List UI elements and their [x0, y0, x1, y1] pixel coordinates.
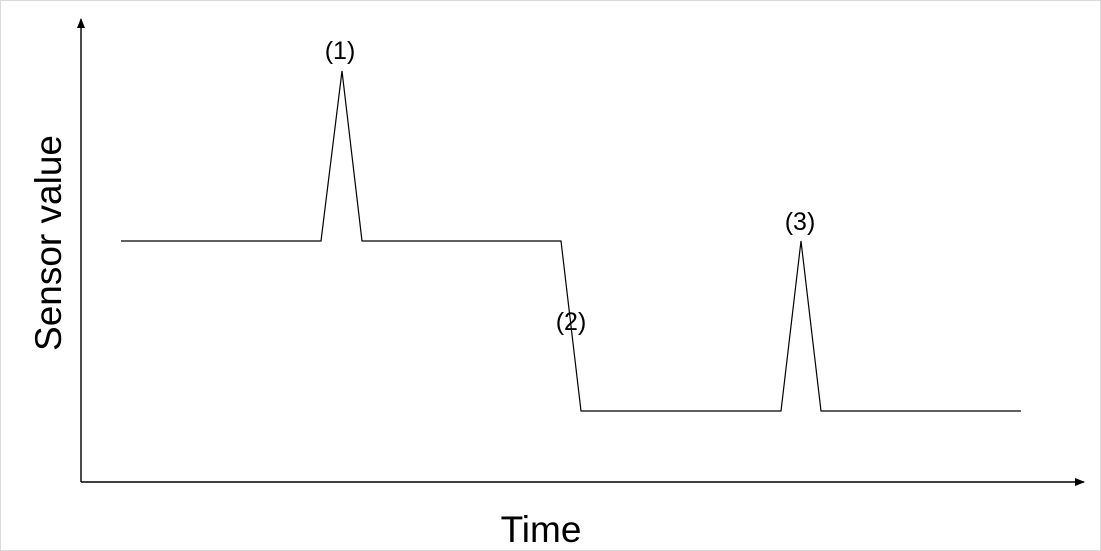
y-axis-label: Sensor value	[28, 135, 69, 351]
sensor-signal-line	[121, 70, 1021, 412]
x-axis-label: Time	[501, 509, 582, 550]
annotation-2: (2)	[556, 308, 587, 336]
annotation-1: (1)	[325, 37, 356, 65]
annotation-3: (3)	[785, 208, 816, 236]
